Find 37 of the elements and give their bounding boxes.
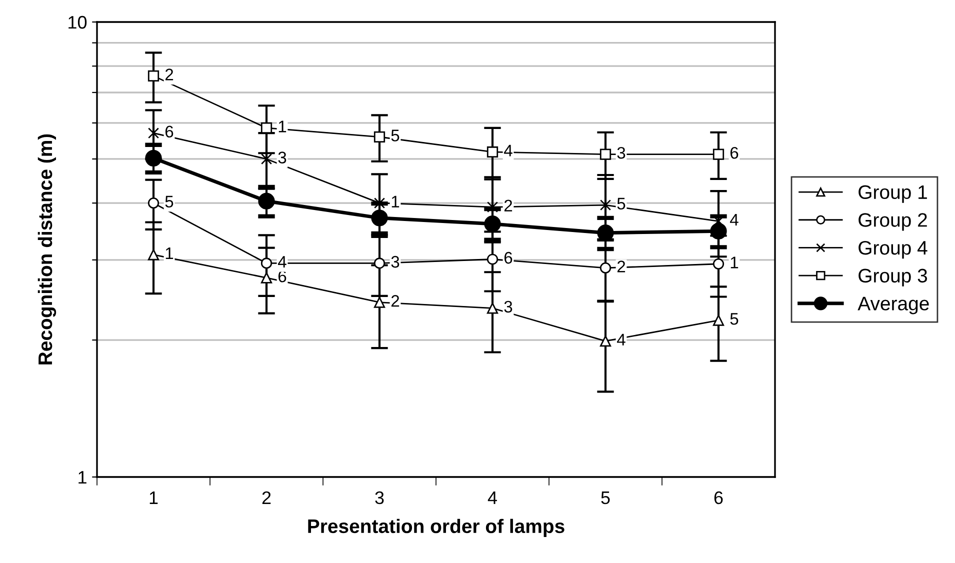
legend-label: Group 4 [858,240,928,259]
x-tick-label: 3 [375,491,384,504]
annotation: 6 [730,146,738,159]
annotation: 4 [504,144,512,156]
annotation: 3 [278,152,286,164]
annotation: 2 [391,295,400,307]
annotation: 1 [278,120,286,132]
y-tick-label: 10 [68,16,87,29]
x-tick-label: 6 [714,491,723,504]
annotation: 2 [165,68,174,80]
y-axis-title: Recognition distance (m) [38,134,56,364]
x-tick-label: 5 [601,492,610,504]
annotation: 1 [392,196,400,208]
annotation: 6 [165,126,174,138]
x-tick-label: 4 [488,492,497,504]
annotation: 2 [504,200,512,212]
annotation: 3 [504,300,512,313]
annotation: 2 [617,260,626,272]
annotation: 5 [391,130,400,142]
x-tick-label: 1 [150,492,158,504]
legend-label: Average [858,296,929,314]
annotation: 4 [616,334,626,346]
legend-label: Group 2 [858,213,927,231]
annotation: 4 [730,214,738,226]
annotation: 5 [165,196,174,208]
annotation: 1 [166,248,174,260]
legend-label: Group 1 [858,185,927,203]
annotation: 1 [730,256,738,268]
annotation: 3 [617,146,626,159]
x-tick-label: 2 [262,491,271,504]
legend-label: Group 3 [858,268,928,286]
annotation: 5 [730,313,738,325]
annotation: 3 [391,256,400,268]
annotation: 6 [504,252,512,264]
annotation: 5 [617,198,626,210]
x-axis-title: Presentation order of lamps [308,518,564,537]
annotation: 4 [278,256,286,268]
